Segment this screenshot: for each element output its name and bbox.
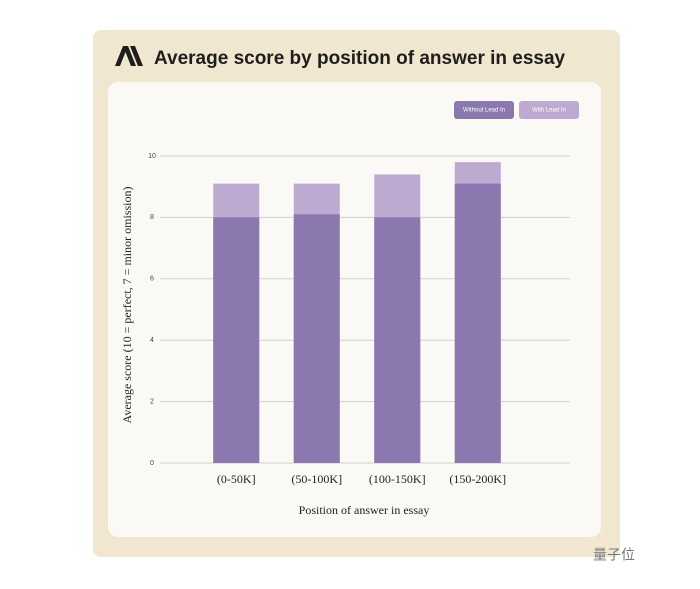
y-tick-label: 8 (150, 214, 154, 221)
y-tick-label: 6 (150, 276, 154, 283)
inner-panel (108, 82, 601, 537)
watermark: 量子位 (593, 547, 635, 563)
legend-swatch (454, 101, 514, 119)
bar (454, 183, 501, 463)
legend-label: Without Lead In (463, 108, 505, 114)
legend-label: With Lead In (532, 108, 566, 114)
legend-swatch (519, 101, 579, 119)
logo (115, 46, 143, 66)
y-tick-label: 2 (150, 398, 154, 405)
y-axis-label: Average score (10 = perfect, 7 = minor o… (120, 187, 134, 424)
y-tick-label: 4 (150, 337, 154, 344)
x-tick-label: (150-200K] (449, 472, 506, 486)
x-tick-label: (100-150K] (369, 472, 426, 486)
x-tick-label: (0-50K] (217, 472, 256, 486)
y-tick-label: 10 (148, 153, 156, 160)
bar (293, 214, 340, 463)
y-tick-label: 0 (150, 460, 154, 467)
bar (374, 217, 421, 463)
chart-title: Average score by position of answer in e… (154, 48, 566, 69)
x-tick-label: (50-100K] (291, 472, 342, 486)
bar (213, 217, 260, 463)
x-axis-label: Position of answer in essay (299, 503, 430, 517)
